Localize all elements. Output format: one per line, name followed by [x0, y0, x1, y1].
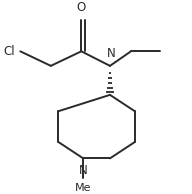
Text: O: O: [77, 1, 86, 14]
Text: Me: Me: [75, 183, 92, 193]
Text: Cl: Cl: [3, 45, 15, 58]
Text: N: N: [107, 47, 115, 60]
Text: N: N: [79, 164, 88, 177]
